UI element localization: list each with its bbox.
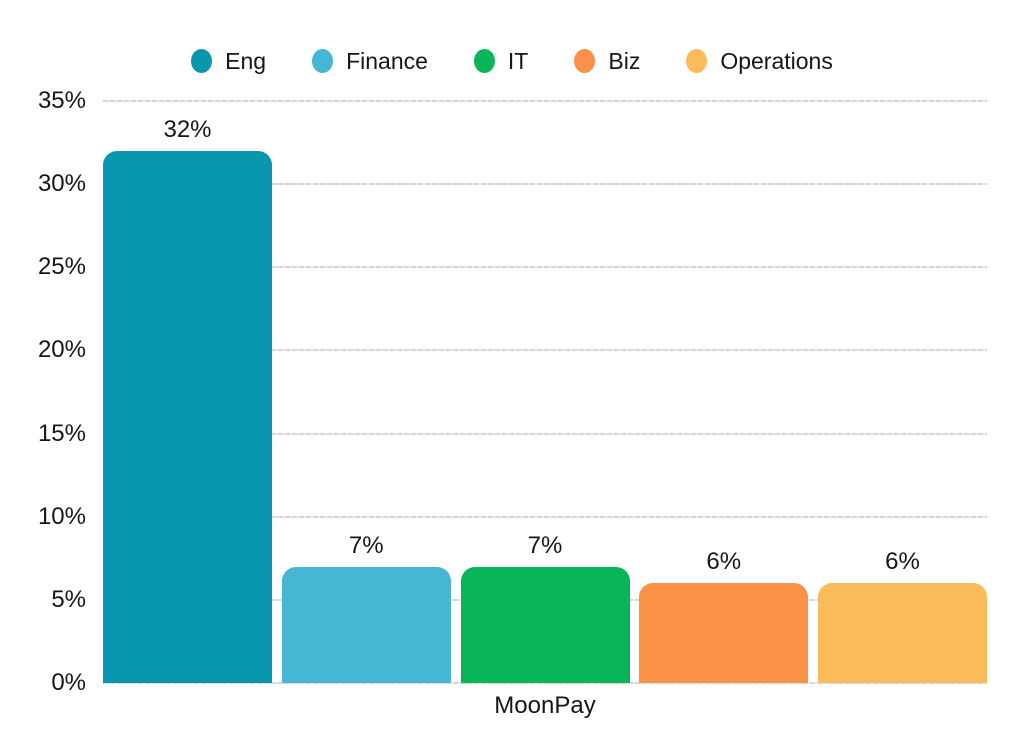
- legend-label-eng: Eng: [225, 47, 267, 74]
- legend-label-finance: Finance: [346, 47, 428, 74]
- y-tick-label-25: 25%: [37, 253, 86, 281]
- legend-item-finance: Finance: [312, 48, 428, 75]
- legend-item-eng: Eng: [191, 48, 266, 75]
- bar-finance: [281, 566, 451, 683]
- y-tick-label-15: 15%: [37, 419, 86, 447]
- legend-item-biz: Biz: [574, 48, 640, 75]
- gridline-15: [103, 432, 987, 435]
- bar-value-label-finance: 7%: [348, 531, 384, 559]
- legend: Eng Finance IT Biz Operations: [0, 46, 1024, 76]
- bar-value-label-biz: 6%: [706, 548, 742, 576]
- gridline-10: [103, 515, 987, 518]
- y-tick-label-0: 0%: [51, 669, 86, 696]
- legend-label-operations: Operations: [720, 47, 833, 74]
- bar-biz: [639, 583, 809, 683]
- y-tick-label-30: 30%: [37, 170, 86, 198]
- y-tick-label-10: 10%: [37, 502, 86, 530]
- legend-item-it: IT: [473, 47, 529, 75]
- y-tick-label-35: 35%: [37, 87, 86, 114]
- gridline-35: [103, 100, 987, 102]
- legend-label-biz: Biz: [608, 47, 641, 74]
- legend-swatch-icon-it: [473, 49, 495, 73]
- legend-swatch-icon-biz: [574, 49, 596, 73]
- y-tick-label-5: 5%: [51, 585, 86, 613]
- legend-swatch-icon-eng: [191, 49, 213, 73]
- bar-value-label-it: 7%: [527, 531, 563, 559]
- x-axis-label: MoonPay: [494, 692, 596, 719]
- gridline-0: [103, 682, 987, 684]
- legend-swatch-icon-operations: [686, 49, 708, 73]
- bar-value-label-eng: 32%: [163, 115, 212, 143]
- bar-eng: [103, 150, 272, 683]
- gridline-25: [103, 266, 987, 269]
- gridline-30: [103, 183, 987, 186]
- gridline-20: [103, 349, 987, 352]
- bar-it: [460, 566, 630, 683]
- legend-swatch-icon-finance: [312, 49, 334, 73]
- legend-label-it: IT: [507, 47, 529, 74]
- y-tick-label-20: 20%: [37, 336, 86, 364]
- bar-value-label-operations: 6%: [885, 548, 920, 576]
- bar-operations: [818, 583, 987, 683]
- legend-item-operations: Operations: [686, 48, 833, 75]
